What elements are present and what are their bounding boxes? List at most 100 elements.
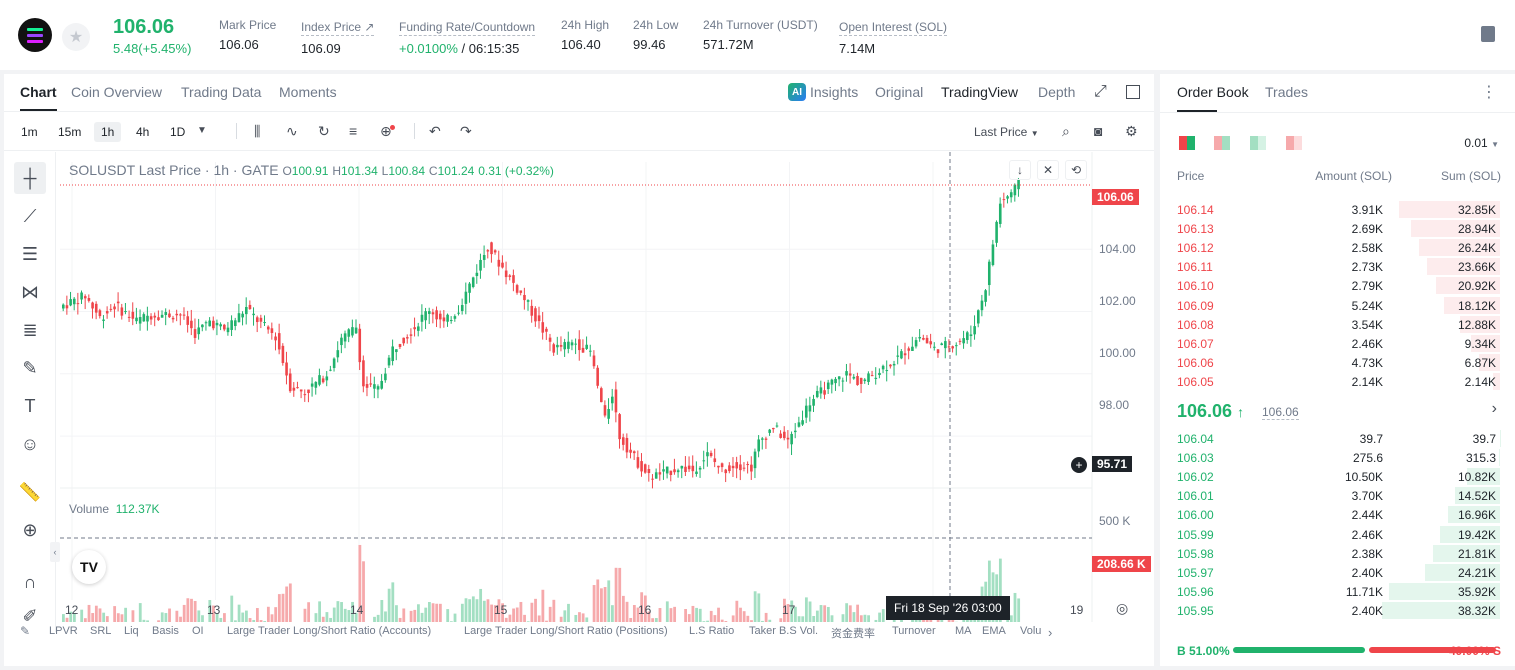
emoji-tool-icon[interactable]: ☺ <box>20 433 40 454</box>
edit-indicators-icon[interactable]: ✎ <box>20 624 31 638</box>
brush-tool-icon[interactable]: ✎ <box>22 357 38 378</box>
crosshair-tool-icon[interactable]: ┼ <box>14 162 46 194</box>
indicator-item[interactable]: Turnover <box>892 625 936 637</box>
ask-row[interactable]: 106.14 3.91K 32.85K <box>1160 200 1510 219</box>
bid-row[interactable]: 106.03 275.6 315.3 <box>1160 448 1510 467</box>
candle-body <box>230 320 233 330</box>
expand-icon[interactable]: ⤢ <box>1094 83 1107 100</box>
pencil-lock-tool-icon[interactable]: ✐ <box>22 605 38 626</box>
guide-book-icon[interactable] <box>1481 26 1495 42</box>
timeframe-15m[interactable]: 15m <box>58 125 82 139</box>
add-alert-icon[interactable]: ⊕ <box>380 123 397 140</box>
view-split-icon[interactable] <box>1214 136 1230 150</box>
collapse-icon[interactable]: ✕ <box>1037 160 1059 180</box>
tab-trading-data[interactable]: Trading Data <box>181 84 262 100</box>
ai-insights-icon[interactable]: AI <box>788 83 806 101</box>
tab-trades[interactable]: Trades <box>1265 84 1309 100</box>
indicator-item[interactable]: SRL <box>90 625 112 637</box>
chart-settings-icon[interactable]: ◎ <box>1116 600 1129 616</box>
view-bids-icon[interactable] <box>1250 136 1266 150</box>
view-both-icon[interactable] <box>1179 136 1195 150</box>
order-amount: 11.71K <box>1345 584 1383 599</box>
collapse-toolbar-icon[interactable]: ‹ <box>50 542 60 562</box>
bid-row[interactable]: 105.95 2.40K 38.32K <box>1160 601 1510 620</box>
indicator-item[interactable]: Basis <box>152 625 179 637</box>
timeframe-4h[interactable]: 4h <box>136 125 150 139</box>
indicator-item[interactable]: LPVR <box>49 625 78 637</box>
camera-icon[interactable]: ◙ <box>1094 123 1103 139</box>
ask-row[interactable]: 106.06 4.73K 6.87K <box>1160 353 1510 372</box>
bid-row[interactable]: 106.01 3.70K 14.52K <box>1160 486 1510 505</box>
horizontal-lines-tool-icon[interactable]: ☰ <box>21 243 39 264</box>
bid-row[interactable]: 105.96 11.71K 35.92K <box>1160 582 1510 601</box>
fullscreen-icon[interactable] <box>1126 85 1140 99</box>
ask-row[interactable]: 106.13 2.69K 28.94K <box>1160 219 1510 238</box>
indicator-item[interactable]: Volu <box>1020 625 1042 637</box>
reset-view-icon[interactable]: ⟲ <box>1065 160 1087 180</box>
tab-insights[interactable]: Insights <box>810 84 859 100</box>
order-price: 105.97 <box>1177 565 1214 580</box>
ask-row[interactable]: 106.11 2.73K 23.66K <box>1160 257 1510 276</box>
settings-gear-icon[interactable]: ⚙ <box>1125 123 1138 139</box>
ask-row[interactable]: 106.10 2.79K 20.92K <box>1160 276 1510 295</box>
timeframe-1h[interactable]: 1h <box>94 122 122 142</box>
indicator-item[interactable]: Liq <box>124 625 139 637</box>
scroll-right-icon[interactable]: › <box>1048 625 1053 640</box>
magnet-tool-icon[interactable]: ∩ <box>23 571 37 592</box>
tab-coin-overview[interactable]: Coin Overview <box>71 84 163 100</box>
fib-tool-icon[interactable]: ≣ <box>22 319 38 340</box>
scroll-down-icon[interactable]: ↓ <box>1009 160 1031 180</box>
indicator-item[interactable]: L.S Ratio <box>689 625 735 637</box>
ask-row[interactable]: 106.08 3.54K 12.88K <box>1160 315 1510 334</box>
more-options-icon[interactable]: ⋮ <box>1481 84 1497 101</box>
indicator-item[interactable]: Large Trader Long/Short Ratio (Accounts) <box>227 625 432 637</box>
text-tool-icon[interactable]: T <box>24 395 36 416</box>
candle-body <box>698 467 702 470</box>
timeframe-dropdown-icon[interactable]: ▼ <box>197 125 207 136</box>
tab-order-book[interactable]: Order Book <box>1177 84 1249 100</box>
pattern-tool-icon[interactable]: ⋈ <box>21 281 39 302</box>
tab-moments[interactable]: Moments <box>279 84 337 100</box>
tab-original[interactable]: Original <box>875 84 924 100</box>
indicators-icon[interactable]: ∿ <box>286 123 298 139</box>
zoom-in-tool-icon[interactable]: ⊕ <box>22 519 38 540</box>
bid-row[interactable]: 106.04 39.7 39.7 <box>1160 429 1510 448</box>
bid-row[interactable]: 106.02 10.50K 10.82K <box>1160 467 1510 486</box>
redo-icon[interactable]: ↷ <box>460 123 472 139</box>
precision-select[interactable]: 0.01 ▼ <box>1464 136 1499 150</box>
candle-body <box>640 461 643 472</box>
bid-row[interactable]: 105.99 2.46K 19.42K <box>1160 525 1510 544</box>
templates-icon[interactable]: ≡ <box>349 123 358 139</box>
index-price-stat[interactable]: Index Price ↗ 106.09 <box>301 20 375 56</box>
bid-row[interactable]: 106.00 2.44K 16.96K <box>1160 505 1510 524</box>
indicator-item[interactable]: 资金费率 <box>831 628 875 640</box>
tab-tradingview[interactable]: TradingView <box>941 84 1019 100</box>
indicator-item[interactable]: OI <box>192 625 204 637</box>
search-icon[interactable]: ⌕ <box>1062 123 1070 139</box>
undo-icon[interactable]: ↶ <box>429 123 441 139</box>
indicator-item[interactable]: Taker B.S Vol. <box>749 625 819 637</box>
ask-row[interactable]: 106.09 5.24K 18.12K <box>1160 296 1510 315</box>
add-order-plus-icon[interactable]: + <box>1071 457 1087 473</box>
tab-depth[interactable]: Depth <box>1038 84 1076 100</box>
chevron-right-icon[interactable]: › <box>1491 400 1497 417</box>
ask-row[interactable]: 106.05 2.14K 2.14K <box>1160 372 1510 391</box>
bid-row[interactable]: 105.97 2.40K 24.21K <box>1160 563 1510 582</box>
price-source-select[interactable]: Last Price ▼ <box>974 125 1039 139</box>
tab-chart[interactable]: Chart <box>20 84 57 111</box>
timeframe-1d[interactable]: 1D <box>170 125 186 139</box>
ruler-tool-icon[interactable]: 📏 <box>18 481 42 502</box>
price-chart[interactable] <box>4 152 1154 622</box>
compare-icon[interactable]: ↻ <box>318 123 330 139</box>
bid-row[interactable]: 105.98 2.38K 21.81K <box>1160 544 1510 563</box>
ask-row[interactable]: 106.12 2.58K 26.24K <box>1160 238 1510 257</box>
timeframe-1m[interactable]: 1m <box>21 125 38 139</box>
view-asks-icon[interactable] <box>1286 136 1302 150</box>
trend-line-tool-icon[interactable]: ⟋ <box>23 205 37 226</box>
favorite-star-icon[interactable]: ★ <box>62 23 90 51</box>
indicator-item[interactable]: Large Trader Long/Short Ratio (Positions… <box>464 625 668 637</box>
ask-row[interactable]: 106.07 2.46K 9.34K <box>1160 334 1510 353</box>
indicator-item[interactable]: EMA <box>982 625 1006 637</box>
indicator-item[interactable]: MA <box>955 625 972 637</box>
candle-type-icon[interactable]: ⫼ <box>254 123 261 139</box>
